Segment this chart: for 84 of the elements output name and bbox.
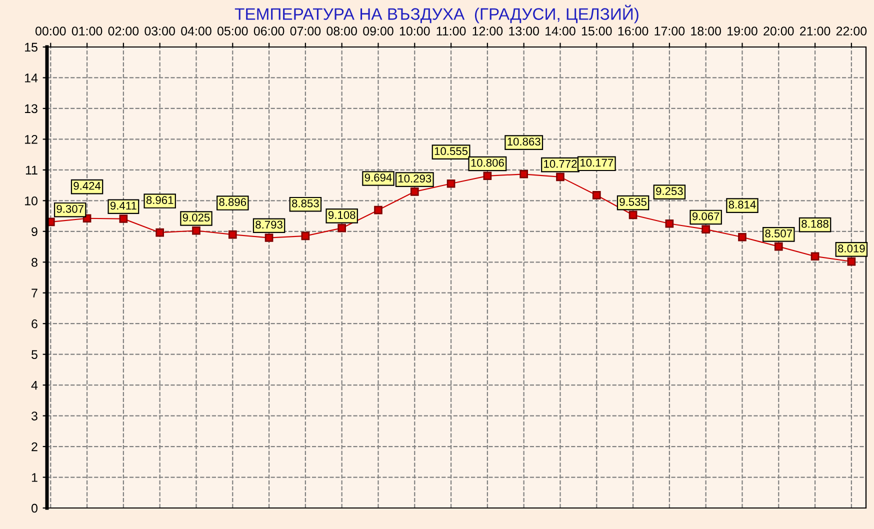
point	[338, 224, 346, 232]
y-tick-label: 4	[31, 380, 38, 390]
x-tick-label: 05:00	[217, 26, 248, 36]
y-tick-label: 1	[32, 473, 38, 482]
chart-title: ТЕМПЕРАТУРА НА ВЪЗДУХА (ГРАДУСИ, ЦЕЛЗИЙ)	[234, 4, 638, 24]
y-tick-label: 12	[25, 135, 38, 144]
data-label: 9.253	[656, 187, 683, 196]
y-tick-label: 10	[25, 196, 38, 206]
data-label: 10.806	[471, 158, 504, 167]
x-tick-label: 21:00	[800, 26, 830, 36]
point	[483, 172, 492, 180]
x-tick-label: 07:00	[290, 26, 321, 36]
x-tick-label: 18:00	[691, 26, 721, 36]
x-tick-label: 12:00	[472, 26, 503, 36]
x-tick-label: 04:00	[181, 26, 212, 36]
x-tick-label: 16:00	[618, 26, 648, 36]
point	[410, 187, 419, 196]
x-tick-label: 03:00	[144, 26, 175, 36]
data-label: 8.853	[292, 199, 319, 208]
point	[592, 191, 601, 200]
data-label: 9.025	[182, 214, 210, 222]
data-label: 9.108	[328, 211, 356, 219]
point	[374, 206, 382, 214]
point	[738, 232, 746, 242]
y-tick-label: 2	[32, 442, 38, 452]
point	[847, 257, 856, 266]
x-tick-label: 10:00	[400, 26, 430, 36]
data-label: 9.307	[56, 204, 84, 213]
data-label: 8.507	[765, 230, 792, 238]
point	[301, 232, 310, 240]
point	[520, 170, 528, 178]
point	[446, 179, 456, 188]
y-tick-label: 11	[26, 166, 38, 174]
point	[228, 230, 237, 239]
data-label: 9.424	[74, 182, 101, 190]
data-label: 8.793	[256, 220, 282, 229]
data-label: 10.863	[508, 138, 540, 146]
x-tick-label: 02:00	[108, 26, 139, 36]
y-tick-label: 6	[32, 319, 38, 328]
data-label: 9.694	[364, 174, 392, 182]
data-label: 8.019	[838, 244, 865, 252]
y-tick-label: 15	[25, 42, 38, 52]
point	[264, 234, 274, 242]
x-tick-label: 19:00	[728, 26, 758, 36]
y-tick-label: 0	[32, 504, 38, 513]
y-tick-label: 3	[32, 412, 38, 420]
data-label: 8.188	[802, 220, 828, 228]
point	[810, 252, 820, 261]
x-tick-label: 08:00	[326, 26, 357, 36]
x-tick-label: 15:00	[582, 26, 612, 36]
y-tick-label: 8	[32, 258, 38, 267]
point	[665, 219, 674, 228]
data-label: 10.293	[398, 174, 432, 183]
x-tick-label: 13:00	[509, 26, 539, 36]
x-tick-label: 14:00	[546, 26, 576, 36]
data-label: 10.177	[580, 158, 614, 167]
data-label: 9.411	[110, 202, 136, 210]
y-tick-label: 13	[25, 104, 38, 114]
x-tick-label: 20:00	[764, 26, 794, 36]
data-label: 10.772	[544, 160, 577, 168]
x-tick-label: 11:00	[436, 26, 466, 36]
x-tick-label: 09:00	[363, 26, 394, 36]
y-tick-label: 14	[25, 74, 38, 82]
point	[628, 210, 638, 220]
data-label: 8.814	[728, 200, 756, 209]
y-tick-label: 9	[32, 227, 38, 236]
y-tick-label: 7	[32, 288, 38, 298]
point	[702, 225, 710, 234]
point	[192, 226, 200, 235]
x-tick-label: 17:00	[654, 26, 685, 36]
point	[774, 242, 783, 251]
data-label: 9.535	[620, 198, 646, 206]
point	[156, 228, 164, 237]
data-label: 8.961	[146, 196, 174, 204]
data-label: 9.067	[692, 212, 720, 220]
x-tick-label: 00:00	[35, 26, 66, 36]
data-label: 10.555	[434, 147, 468, 156]
x-tick-label: 06:00	[254, 26, 284, 36]
point	[119, 214, 128, 223]
data-label: 8.896	[219, 198, 246, 206]
y-tick-label: 5	[32, 350, 38, 359]
x-tick-label: 01:00	[72, 26, 102, 36]
point	[556, 172, 564, 182]
x-tick-label: 22:00	[836, 26, 867, 36]
